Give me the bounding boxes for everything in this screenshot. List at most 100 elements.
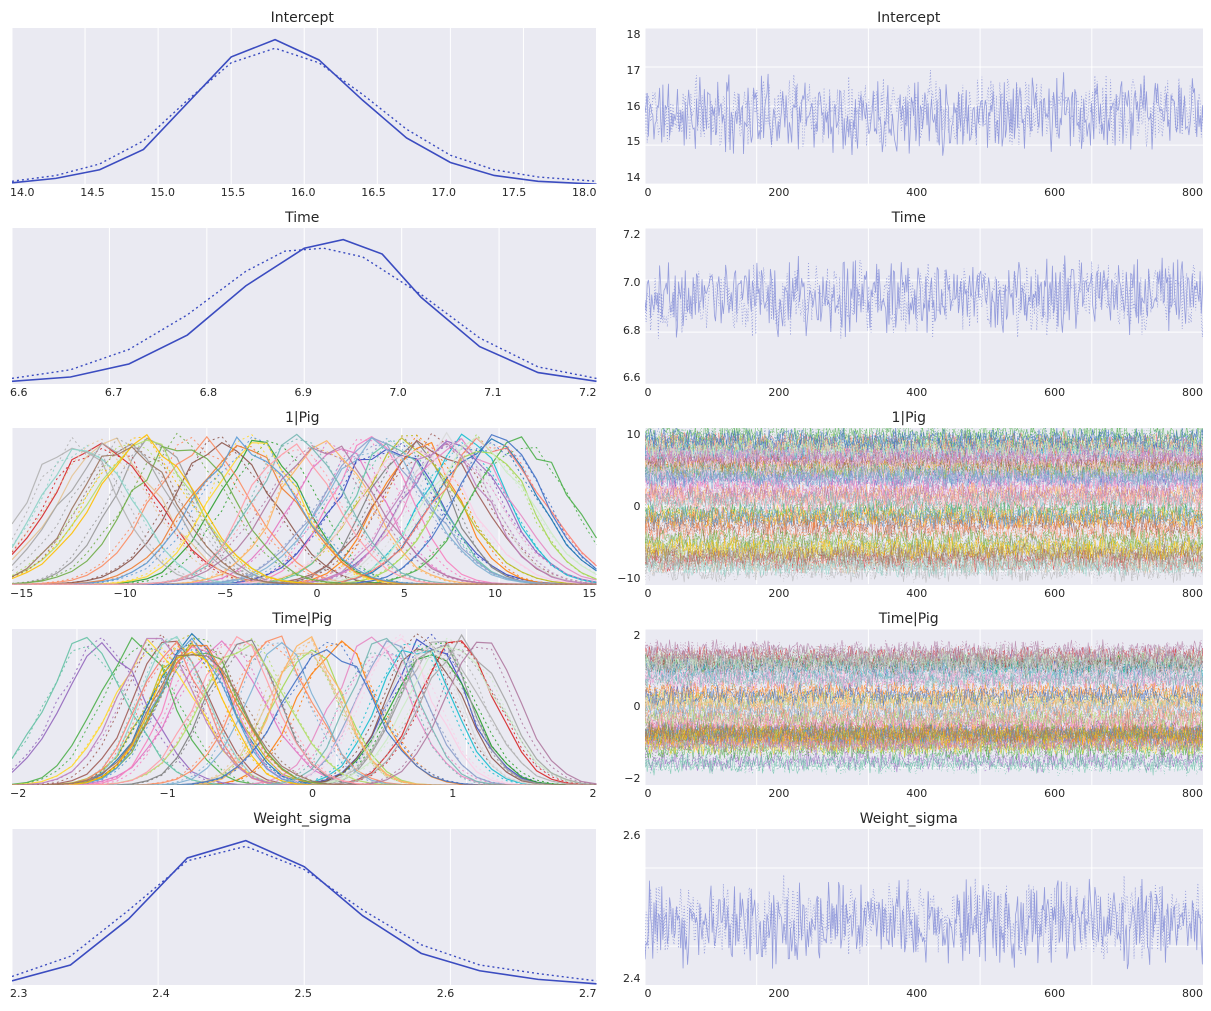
x-tick: 0 <box>645 186 652 202</box>
x-tick: 600 <box>1044 787 1065 803</box>
y-tick: 7.2 <box>623 228 641 241</box>
plot-area <box>12 629 597 785</box>
x-axis: 6.66.76.86.97.07.17.2 <box>8 384 597 402</box>
x-tick: 7.2 <box>579 386 597 402</box>
x-tick: 800 <box>1182 787 1203 803</box>
chart-grid: Intercept14.014.515.015.516.016.517.017.… <box>8 8 1203 1003</box>
panel-1-pig-trace: 1|Pig10 0 −10 0 200 400 600 800 <box>615 408 1204 602</box>
x-tick: 14.0 <box>10 186 35 202</box>
panel-time-trace: Time7.27.06.86.60200400600800 <box>615 208 1204 402</box>
x-tick: 6.9 <box>294 386 312 402</box>
y-axis: 20−2 <box>615 629 645 785</box>
panel-title: Intercept <box>615 8 1204 28</box>
y-tick: 17 <box>627 64 641 77</box>
x-tick: −2 <box>10 787 26 803</box>
x-tick: 400 <box>906 987 927 1003</box>
panel-time-pig-density: Time|Pig −2−1012 <box>8 609 597 803</box>
x-tick: 2 <box>590 787 597 803</box>
x-axis: 0200400600800 <box>615 184 1204 202</box>
panel-weight-sigma-density: Weight_sigma2.32.42.52.62.7 <box>8 809 597 1003</box>
plot-area <box>12 228 597 384</box>
x-tick: 18.0 <box>572 186 597 202</box>
x-tick: 800 <box>1182 186 1203 202</box>
y-tick: 2.4 <box>623 972 641 985</box>
x-axis: 0 200 400 600 800 <box>615 985 1204 1003</box>
x-tick: 10 <box>488 587 502 603</box>
panel-intercept-density: Intercept14.014.515.015.516.016.517.017.… <box>8 8 597 202</box>
panel-title: Time|Pig <box>615 609 1204 629</box>
panel-title: Intercept <box>8 8 597 28</box>
x-tick: 800 <box>1182 587 1203 603</box>
x-tick: 400 <box>906 386 927 402</box>
panel-time-pig-trace: Time|Pig20−20200400600800 <box>615 609 1204 803</box>
x-tick: 200 <box>768 386 789 402</box>
panel-title: Weight_sigma <box>615 809 1204 829</box>
x-tick: 800 <box>1182 987 1203 1003</box>
panel-title: Time <box>615 208 1204 228</box>
y-axis: 7.2 7.0 6.8 6.6 <box>615 228 645 384</box>
x-tick: 15.5 <box>221 186 246 202</box>
plot-area <box>12 829 597 985</box>
y-tick: 2.6 <box>623 829 641 842</box>
x-tick: 2.6 <box>437 987 455 1003</box>
panel-title: Time|Pig <box>8 609 597 629</box>
x-axis: −2−1012 <box>8 785 597 803</box>
x-tick: 600 <box>1044 587 1065 603</box>
plot-area <box>645 629 1204 785</box>
x-tick: 15.0 <box>151 186 176 202</box>
y-tick: 2 <box>634 629 641 642</box>
y-tick: 7.0 <box>623 276 641 289</box>
x-axis: −15−10−5051015 <box>8 585 597 603</box>
x-tick: 600 <box>1044 987 1065 1003</box>
x-tick: 200 <box>768 987 789 1003</box>
x-tick: 7.1 <box>484 386 502 402</box>
x-tick: 2.3 <box>10 987 28 1003</box>
panel-title: Weight_sigma <box>8 809 597 829</box>
plot-area <box>645 228 1204 384</box>
x-tick: −15 <box>10 587 33 603</box>
x-tick: 200 <box>768 787 789 803</box>
x-tick: −5 <box>217 587 233 603</box>
y-tick: −10 <box>617 572 640 585</box>
panel-title: 1|Pig <box>615 408 1204 428</box>
x-tick: 400 <box>906 587 927 603</box>
panel-title: Time <box>8 208 597 228</box>
panel-title: 1|Pig <box>8 408 597 428</box>
x-tick: 200 <box>768 186 789 202</box>
y-axis: 10 0 −10 <box>615 428 645 584</box>
x-axis: 14.014.515.015.516.016.517.017.518.0 <box>8 184 597 202</box>
x-tick: 0 <box>645 386 652 402</box>
panel-weight-sigma-trace: Weight_sigma2.6 2.4 0 200 400 600 800 <box>615 809 1204 1003</box>
x-tick: 6.8 <box>200 386 218 402</box>
plot-area <box>645 28 1204 184</box>
x-tick: 16.5 <box>361 186 386 202</box>
x-axis: 0200400600800 <box>615 384 1204 402</box>
x-tick: 17.0 <box>432 186 457 202</box>
x-tick: 0 <box>309 787 316 803</box>
x-tick: 15 <box>582 587 596 603</box>
y-tick: 0 <box>634 500 641 513</box>
y-axis: 1817161514 <box>615 28 645 184</box>
panel-time-density: Time6.66.76.86.97.07.17.2 <box>8 208 597 402</box>
y-tick: 6.8 <box>623 324 641 337</box>
panel-intercept-trace: Intercept18171615140200400600800 <box>615 8 1204 202</box>
x-axis: 0200400600800 <box>615 785 1204 803</box>
x-axis: 2.32.42.52.62.7 <box>8 985 597 1003</box>
y-tick: 0 <box>634 700 641 713</box>
x-tick: 0 <box>645 787 652 803</box>
x-tick: 400 <box>906 186 927 202</box>
x-tick: 2.7 <box>579 987 597 1003</box>
y-axis: 2.6 2.4 <box>615 829 645 985</box>
y-tick: 6.6 <box>623 371 641 384</box>
x-tick: 200 <box>768 587 789 603</box>
y-tick: 15 <box>627 135 641 148</box>
plot-area <box>12 28 597 184</box>
x-tick: −10 <box>114 587 137 603</box>
x-tick: 2.5 <box>295 987 313 1003</box>
x-tick: 17.5 <box>502 186 527 202</box>
x-tick: 0 <box>645 987 652 1003</box>
x-tick: 7.0 <box>389 386 407 402</box>
x-tick: 0 <box>645 587 652 603</box>
y-tick: 10 <box>627 428 641 441</box>
y-tick: 16 <box>627 100 641 113</box>
